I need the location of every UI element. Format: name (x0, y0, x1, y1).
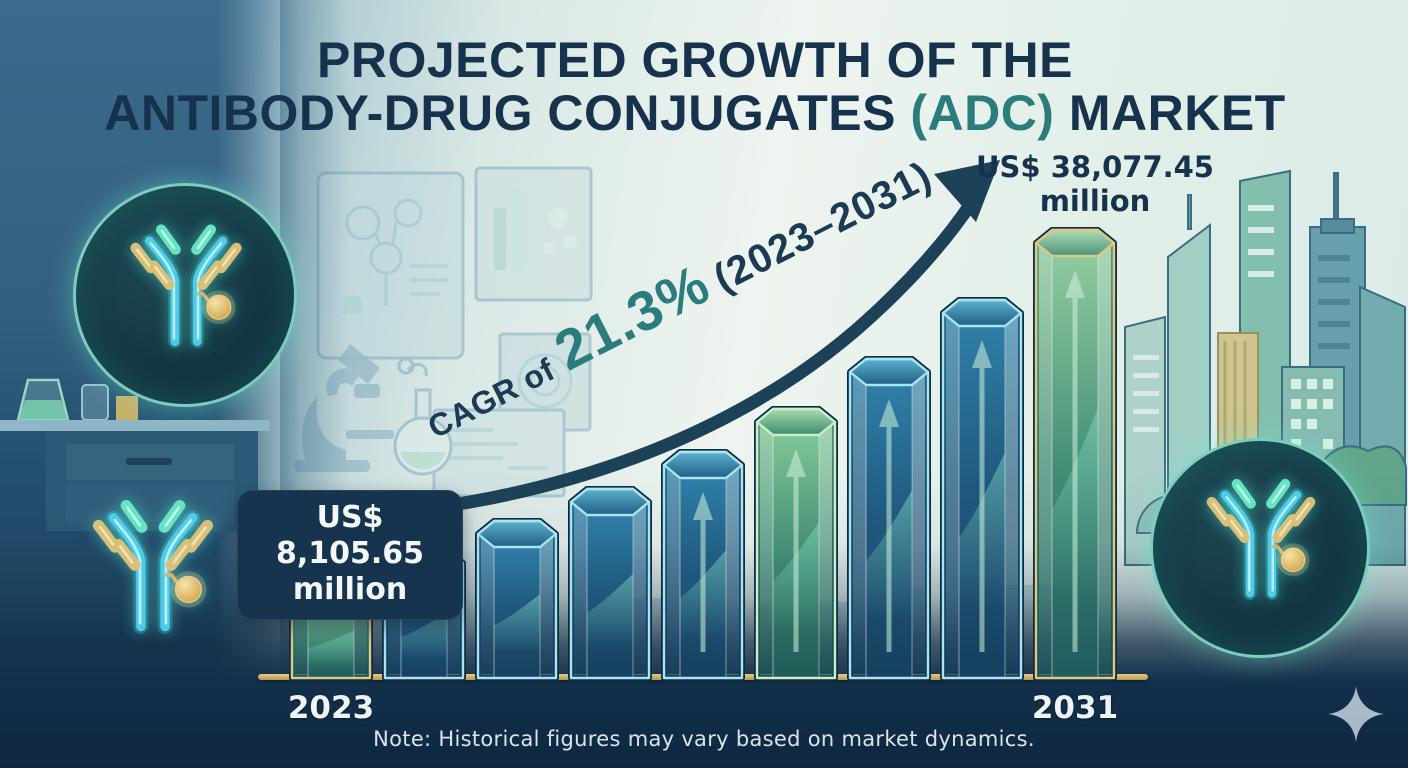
bar-2026 (568, 486, 652, 681)
bar-2031 (1033, 227, 1117, 681)
bar-2028 (754, 406, 838, 681)
molecule-diagram (342, 198, 448, 314)
bar-2027 (661, 449, 745, 681)
bar-2029 (847, 356, 931, 681)
footnote: Note: Historical figures may vary based … (373, 727, 1035, 751)
title-adc-highlight: (ADC) (895, 85, 1055, 141)
antibody-icon (1175, 459, 1347, 631)
antibody-badge-left (73, 183, 297, 407)
bar-2030 (940, 297, 1024, 681)
round-flask (393, 357, 453, 476)
bar-2025 (475, 518, 559, 681)
start-unit: million (292, 572, 408, 607)
end-unit: million (1039, 184, 1151, 218)
start-value-label: US$ 8,105.65 million (237, 490, 463, 620)
title-line1: PROJECTED GROWTH OF THE (317, 32, 1073, 88)
microscope (294, 344, 394, 472)
axis-label-end-year: 2031 (1031, 690, 1119, 726)
antibody-icon-bottom-left (58, 478, 248, 668)
wall-chart (494, 190, 577, 270)
end-value-label: US$ 38,077.45 million (972, 150, 1218, 218)
axis-label-start-year: 2023 (287, 690, 375, 726)
petri-dish-frame (517, 353, 573, 409)
page-title: PROJECTED GROWTH OF THE ANTIBODY-DRUG CO… (0, 34, 1390, 140)
antibody-icon (98, 204, 274, 380)
document-frame (448, 428, 548, 470)
sparkle-icon (1328, 686, 1384, 742)
end-value: US$ 38,077.45 (976, 150, 1214, 184)
start-value: US$ 8,105.65 (275, 500, 425, 571)
title-line2: ANTIBODY-DRUG CONJUGATES (ADC) MARKET (104, 85, 1286, 141)
antibody-badge-right (1150, 438, 1370, 658)
